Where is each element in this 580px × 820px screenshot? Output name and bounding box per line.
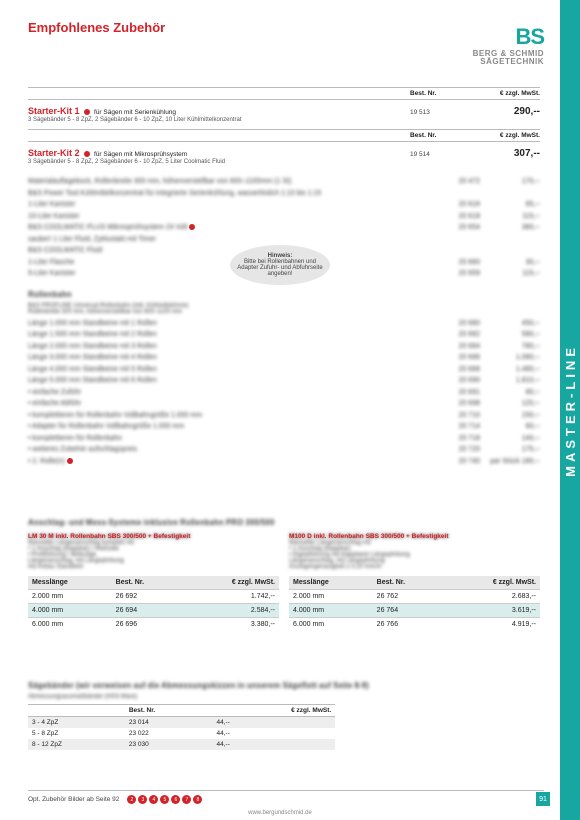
brand-logo: BS BERG & SCHMID SÄGETECHNIK — [473, 24, 544, 66]
footer: Opt. Zubehör Bilder ab Seite 92 2345678 — [28, 790, 544, 804]
section-rollenbahn: Rollenbahn — [28, 290, 540, 299]
page-number: 91 — [536, 792, 550, 806]
section-anschlag: Anschlag- und Mess-Systeme inklusive Rol… — [28, 518, 540, 527]
hint-bubble: Hinweis: Bitte bei Rollenbahnen und Adap… — [230, 245, 330, 285]
measure-table-left: MesslängeBest. Nr.€ zzgl. MwSt.2.000 mm2… — [28, 576, 279, 631]
section-saw: Sägebänder (wir verweisen auf die Abmess… — [28, 681, 540, 690]
sidebar-tab: MASTER-LINE — [560, 0, 580, 820]
page-title: Empfohlenes Zubehör — [28, 20, 540, 35]
table-header: Best. Nr. € zzgl. MwSt. — [28, 90, 540, 97]
kit-row: Starter-Kit 1 für Sägen mit Serienkühlun… — [28, 102, 540, 127]
measure-table-right: MesslängeBest. Nr.€ zzgl. MwSt.2.000 mm2… — [289, 576, 540, 631]
kit-row: Starter-Kit 2 für Sägen mit Mikrosprühsy… — [28, 144, 540, 169]
saw-table: Best. Nr.€ zzgl. MwSt.3 - 4 ZpZ23 01444,… — [28, 704, 335, 750]
footer-url: www.bergundschmid.de — [0, 810, 560, 816]
